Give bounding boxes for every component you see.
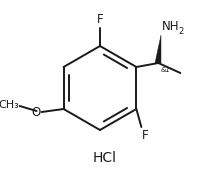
Text: F: F [142,129,149,142]
Text: HCl: HCl [93,151,117,165]
Text: CH₃: CH₃ [0,100,19,110]
Text: &1: &1 [160,67,170,73]
Text: NH: NH [162,20,180,33]
Polygon shape [155,35,161,63]
Text: O: O [31,106,41,119]
Text: F: F [97,13,103,26]
Text: 2: 2 [178,27,184,36]
